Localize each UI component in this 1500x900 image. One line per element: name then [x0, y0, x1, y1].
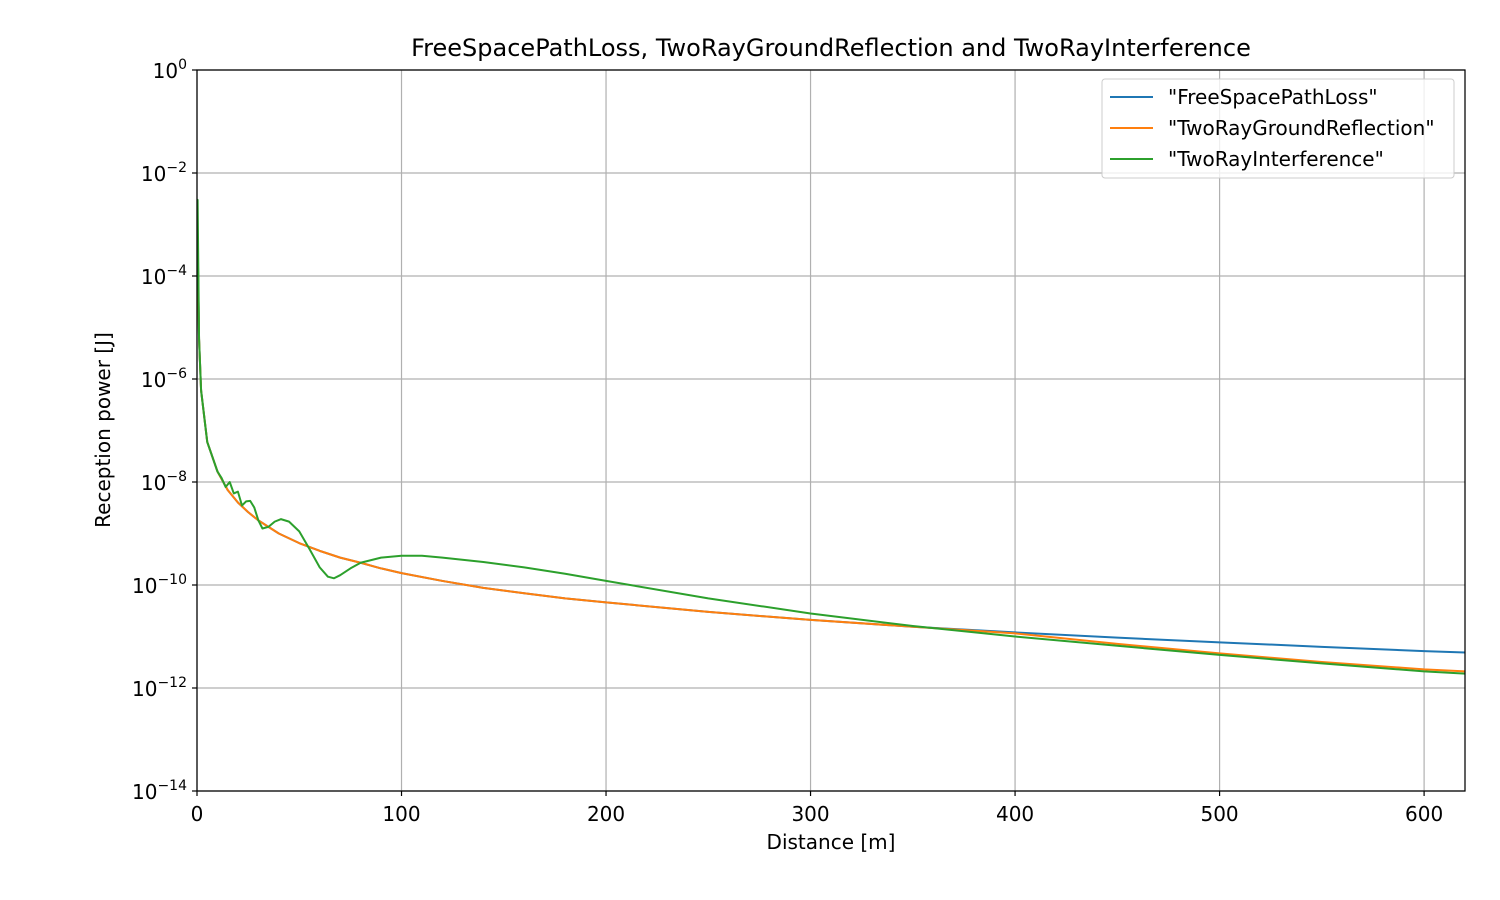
- y-tick-label: 100: [153, 57, 187, 83]
- legend-box: [1101, 78, 1455, 179]
- legend-entries: "FreeSpacePathLoss" "TwoRayGroundReflecti…: [1110, 85, 1435, 171]
- x-tick-label: 300: [791, 802, 829, 826]
- y-axis-label: Reception power [J]: [91, 332, 115, 528]
- y-tick-label: 10−12: [132, 675, 187, 701]
- axis-ticks: 0 100 200 300 400 500 600 100 10−2 10−4 10−6 10−8 10…: [132, 57, 1443, 826]
- y-tick-label: 10−14: [132, 778, 187, 804]
- x-axis-label: Distance [m]: [767, 830, 896, 854]
- legend-label: "TwoRayGroundReflection": [1168, 116, 1435, 140]
- x-tick-label: 0: [191, 802, 204, 826]
- x-tick-label: 500: [1200, 802, 1238, 826]
- y-tick-label: 10−8: [141, 469, 187, 495]
- series-lines: [197, 198, 1465, 675]
- x-tick-label: 600: [1405, 802, 1443, 826]
- y-tick-label: 10−2: [141, 160, 187, 186]
- x-tick-label: 200: [587, 802, 625, 826]
- y-tick-label: 10−4: [141, 263, 187, 289]
- legend: "FreeSpacePathLoss" "TwoRayGroundReflecti…: [1101, 78, 1455, 179]
- y-tick-label: 10−6: [141, 366, 187, 392]
- x-tick-label: 100: [382, 802, 420, 826]
- x-tick-label: 400: [996, 802, 1034, 826]
- series-line-2: [197, 198, 1465, 675]
- plot-frame: [196, 69, 1466, 792]
- y-tick-label: 10−10: [132, 572, 187, 598]
- legend-label: "TwoRayInterference": [1168, 147, 1384, 171]
- chart-title: FreeSpacePathLoss, TwoRayGroundReflectio…: [411, 34, 1251, 62]
- legend-label: "FreeSpacePathLoss": [1168, 85, 1378, 109]
